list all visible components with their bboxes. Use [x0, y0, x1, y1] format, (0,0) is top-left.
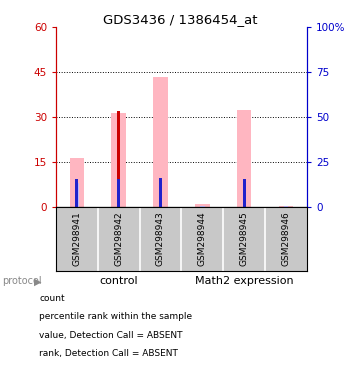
Bar [70, 158, 84, 207]
Text: ▶: ▶ [34, 276, 41, 286]
Text: rank, Detection Call = ABSENT: rank, Detection Call = ABSENT [39, 349, 178, 358]
Text: GSM298941: GSM298941 [72, 212, 81, 266]
Text: Math2 expression: Math2 expression [195, 276, 293, 286]
Bar [111, 113, 126, 207]
Bar [75, 183, 79, 207]
Bar [200, 205, 204, 207]
Bar [117, 111, 120, 207]
Text: percentile rank within the sample: percentile rank within the sample [39, 312, 192, 321]
Text: GSM298942: GSM298942 [114, 212, 123, 266]
Bar [237, 109, 252, 207]
Bar [75, 179, 78, 207]
Text: value, Detection Call = ABSENT: value, Detection Call = ABSENT [39, 331, 183, 339]
Text: GSM298943: GSM298943 [156, 212, 165, 266]
Text: GSM298944: GSM298944 [198, 212, 207, 266]
Bar [117, 179, 120, 207]
Text: control: control [99, 276, 138, 286]
Bar [195, 204, 210, 207]
Bar [279, 206, 293, 207]
Text: count: count [39, 294, 65, 303]
Bar [153, 76, 168, 207]
Text: protocol: protocol [2, 276, 42, 286]
Bar [243, 179, 245, 207]
Text: GSM298945: GSM298945 [240, 212, 249, 266]
Text: GDS3436 / 1386454_at: GDS3436 / 1386454_at [103, 13, 258, 26]
Text: GSM298946: GSM298946 [282, 212, 291, 266]
Bar [159, 179, 162, 207]
